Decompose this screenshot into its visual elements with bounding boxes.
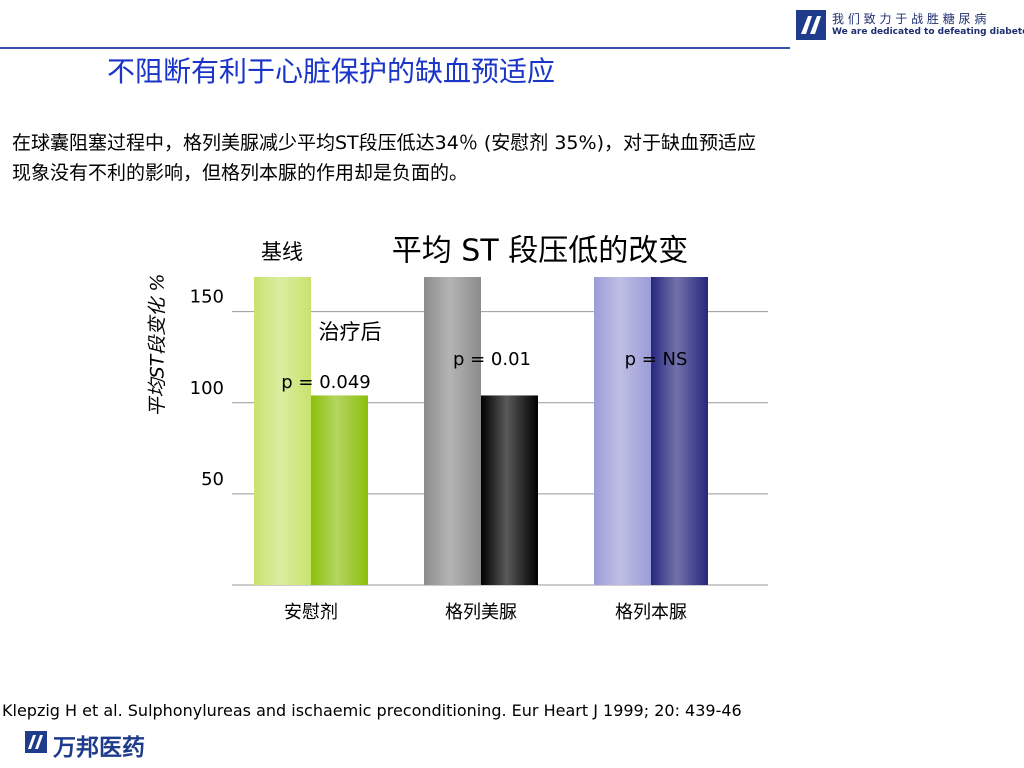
header-rule [0,47,790,49]
footer-logo-icon [25,731,47,753]
p-value: p = NS [625,349,688,370]
slogan-cn: 我 们 致 力 于 战 胜 糖 尿 病 [832,12,987,26]
p-value: p = 0.049 [281,372,370,393]
bar-shine [424,277,481,585]
y-tick-label: 150 [190,287,224,308]
citation: Klepzig H et al. Sulphonylureas and isch… [2,701,742,720]
bar-shine [651,277,708,585]
series-label: 治疗后 [319,320,382,344]
bar-shine [594,277,651,585]
slide-title: 不阻断有利于心脏保护的缺血预适应 [107,55,556,88]
chart-title: 平均 ST 段压低的改变 [392,234,688,269]
logo-icon [796,10,826,40]
y-tick-label: 50 [201,469,224,490]
bar-shine [254,277,311,585]
x-tick-label: 格列美脲 [445,602,517,623]
x-tick-label: 格列本脲 [615,602,687,623]
footer-brand: 万邦医药 [53,735,145,761]
slogan-en: We are dedicated to defeating diabetes [832,27,1024,37]
y-tick-label: 100 [190,378,224,399]
bar-shine [311,395,368,585]
p-value: p = 0.01 [453,349,531,370]
x-tick-label: 安慰剂 [284,602,338,623]
body-line: 现象没有不利的影响，但格列本脲的作用却是负面的。 [12,162,469,184]
series-label: 基线 [261,240,303,264]
bar-shine [481,395,538,585]
y-axis-label: 平均ST段变化 % [147,274,169,417]
body-line: 在球囊阻塞过程中，格列美脲减少平均ST段压低达34％ (安慰剂 35%)，对于缺… [12,132,756,154]
